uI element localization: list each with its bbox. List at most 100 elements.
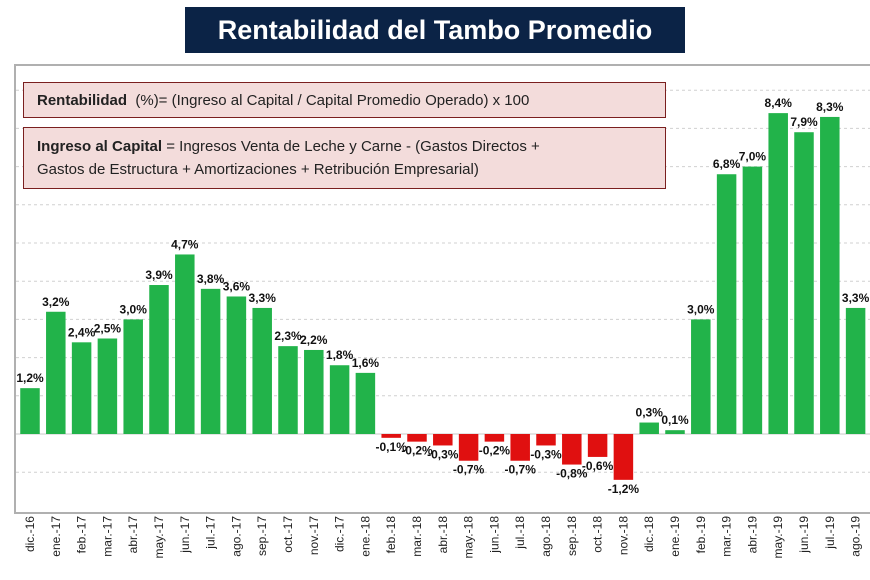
data-label-may.-18: -0,7% (453, 463, 485, 477)
data-label-sep.-17: 3,3% (249, 291, 277, 305)
bar-mar.-17 (97, 338, 118, 434)
ingreso-capital-formula-continuation: Gastos de Estructura + Amortizaciones + … (37, 161, 479, 178)
x-tick-mar.-19: mar.-19 (720, 516, 734, 557)
bar-dic.-18 (639, 422, 659, 434)
x-tick-oct.-18: oct.-18 (591, 516, 605, 553)
data-label-ene.-17: 3,2% (42, 295, 70, 309)
x-tick-ene.-18: ene.-18 (358, 516, 372, 557)
bar-feb.-18 (381, 434, 401, 438)
bar-mar.-18 (407, 434, 427, 442)
bar-nov.-17 (304, 349, 324, 434)
x-tick-may.-19: may.-19 (771, 516, 785, 559)
x-tick-oct.-17: oct.-17 (281, 516, 295, 553)
x-tick-ago.-17: ago.-17 (229, 516, 243, 557)
x-tick-dic.-18: dic.-18 (642, 516, 656, 552)
bars (20, 113, 866, 480)
data-label-nov.-18: -1,2% (608, 482, 640, 496)
bar-oct.-17 (278, 346, 298, 434)
x-tick-jun.-18: jun.-18 (487, 516, 501, 554)
data-label-feb.-17: 2,4% (68, 325, 96, 339)
x-tick-ago.-18: ago.-18 (539, 516, 553, 557)
bar-abr.-18 (433, 434, 453, 446)
chart-title: Rentabilidad del Tambo Promedio (185, 7, 685, 53)
data-label-ene.-18: 1,6% (352, 356, 380, 370)
bar-dic.-17 (329, 365, 350, 434)
x-tick-nov.-17: nov.-17 (307, 516, 321, 555)
rentabilidad-formula-box: Rentabilidad (%)= (Ingreso al Capital / … (23, 82, 666, 118)
data-label-may.-17: 3,9% (145, 268, 173, 282)
data-label-dic.-16: 1,2% (16, 371, 44, 385)
data-label-jul.-19: 8,3% (816, 100, 844, 114)
x-tick-may.-17: may.-17 (152, 516, 166, 559)
bar-ago.-18 (536, 434, 556, 446)
data-label-jul.-17: 3,8% (197, 272, 225, 286)
data-label-abr.-17: 3,0% (120, 302, 148, 316)
bar-abr.-17 (123, 319, 143, 434)
data-label-oct.-18: -0,6% (582, 459, 614, 473)
bar-abr.-19 (742, 166, 763, 434)
x-tick-jul.-17: jul.-17 (204, 516, 218, 550)
x-tick-nov.-18: nov.-18 (616, 516, 630, 555)
ingreso-capital-formula-text: = Ingresos Venta de Leche y Carne - (Gas… (166, 138, 540, 155)
bar-ago.-19 (845, 307, 866, 434)
bar-may.-17 (149, 285, 169, 434)
x-tick-ago.-19: ago.-19 (849, 516, 863, 557)
data-label-ene.-19: 0,1% (661, 413, 689, 427)
data-label-ago.-17: 3,6% (223, 279, 251, 293)
bar-mar.-19 (716, 174, 737, 435)
data-label-sep.-18: -0,8% (556, 467, 588, 481)
x-tick-ene.-19: ene.-19 (668, 516, 682, 557)
x-tick-dic.-16: dic.-16 (23, 516, 37, 552)
x-tick-dic.-17: dic.-17 (333, 516, 347, 552)
data-label-mar.-17: 2,5% (94, 322, 122, 336)
x-tick-jul.-19: jul.-19 (823, 516, 837, 550)
x-tick-mar.-18: mar.-18 (410, 516, 424, 557)
data-labels: 1,2%3,2%2,4%2,5%3,0%3,9%4,7%3,8%3,6%3,3%… (16, 96, 870, 496)
bar-sep.-18 (562, 434, 582, 465)
bar-nov.-18 (613, 434, 634, 480)
x-tick-abr.-17: abr.-17 (126, 516, 140, 554)
data-label-jun.-18: -0,2% (479, 444, 511, 458)
data-label-feb.-19: 3,0% (687, 302, 715, 316)
rentabilidad-label: Rentabilidad (37, 92, 128, 109)
data-label-nov.-17: 2,2% (300, 333, 328, 347)
rentabilidad-formula-text: (%)= (Ingreso al Capital / Capital Prome… (135, 92, 530, 109)
data-label-dic.-18: 0,3% (636, 406, 664, 420)
x-tick-jun.-19: jun.-19 (797, 516, 811, 554)
data-label-feb.-18: -0,1% (376, 440, 408, 454)
data-label-abr.-18: -0,3% (427, 447, 459, 461)
data-label-ago.-18: -0,3% (530, 447, 562, 461)
x-tick-sep.-18: sep.-18 (565, 516, 579, 556)
ingreso-capital-formula-box: Ingreso al Capital = Ingresos Venta de L… (23, 127, 666, 189)
bar-sep.-17 (252, 307, 272, 434)
bar-ago.-17 (226, 296, 247, 434)
data-label-ago.-19: 3,3% (842, 291, 870, 305)
data-label-oct.-17: 2,3% (274, 329, 302, 343)
bar-dic.-16 (20, 388, 40, 434)
bar-ene.-19 (665, 430, 685, 434)
x-tick-feb.-18: feb.-18 (384, 516, 398, 554)
data-label-jun.-19: 7,9% (790, 115, 818, 129)
x-tick-feb.-19: feb.-19 (694, 516, 708, 554)
ingreso-capital-label: Ingreso al Capital (37, 138, 163, 155)
bar-jul.-18 (510, 434, 530, 461)
x-tick-feb.-17: feb.-17 (75, 516, 89, 554)
bar-jul.-19 (820, 116, 840, 434)
x-tick-ene.-17: ene.-17 (49, 516, 63, 557)
x-tick-labels: dic.-16 ene.-17 feb.-17 mar.-17 abr.-17 may.-… (23, 516, 863, 559)
bar-jun.-18 (484, 434, 505, 442)
plot-frame (14, 64, 870, 514)
x-tick-jul.-18: jul.-18 (513, 516, 527, 550)
x-tick-may.-18: may.-18 (462, 516, 476, 559)
data-label-dic.-17: 1,8% (326, 348, 354, 362)
data-label-jul.-18: -0,7% (505, 463, 537, 477)
x-tick-mar.-17: mar.-17 (100, 516, 114, 557)
data-label-mar.-18: -0,2% (401, 444, 433, 458)
data-label-jun.-17: 4,7% (171, 237, 199, 251)
x-tick-sep.-17: sep.-17 (255, 516, 269, 556)
bar-ene.-17 (46, 311, 66, 434)
data-label-mar.-19: 6,8% (713, 157, 741, 171)
bar-feb.-17 (71, 342, 92, 434)
bar-oct.-18 (587, 434, 608, 457)
x-tick-abr.-19: abr.-19 (745, 516, 759, 554)
